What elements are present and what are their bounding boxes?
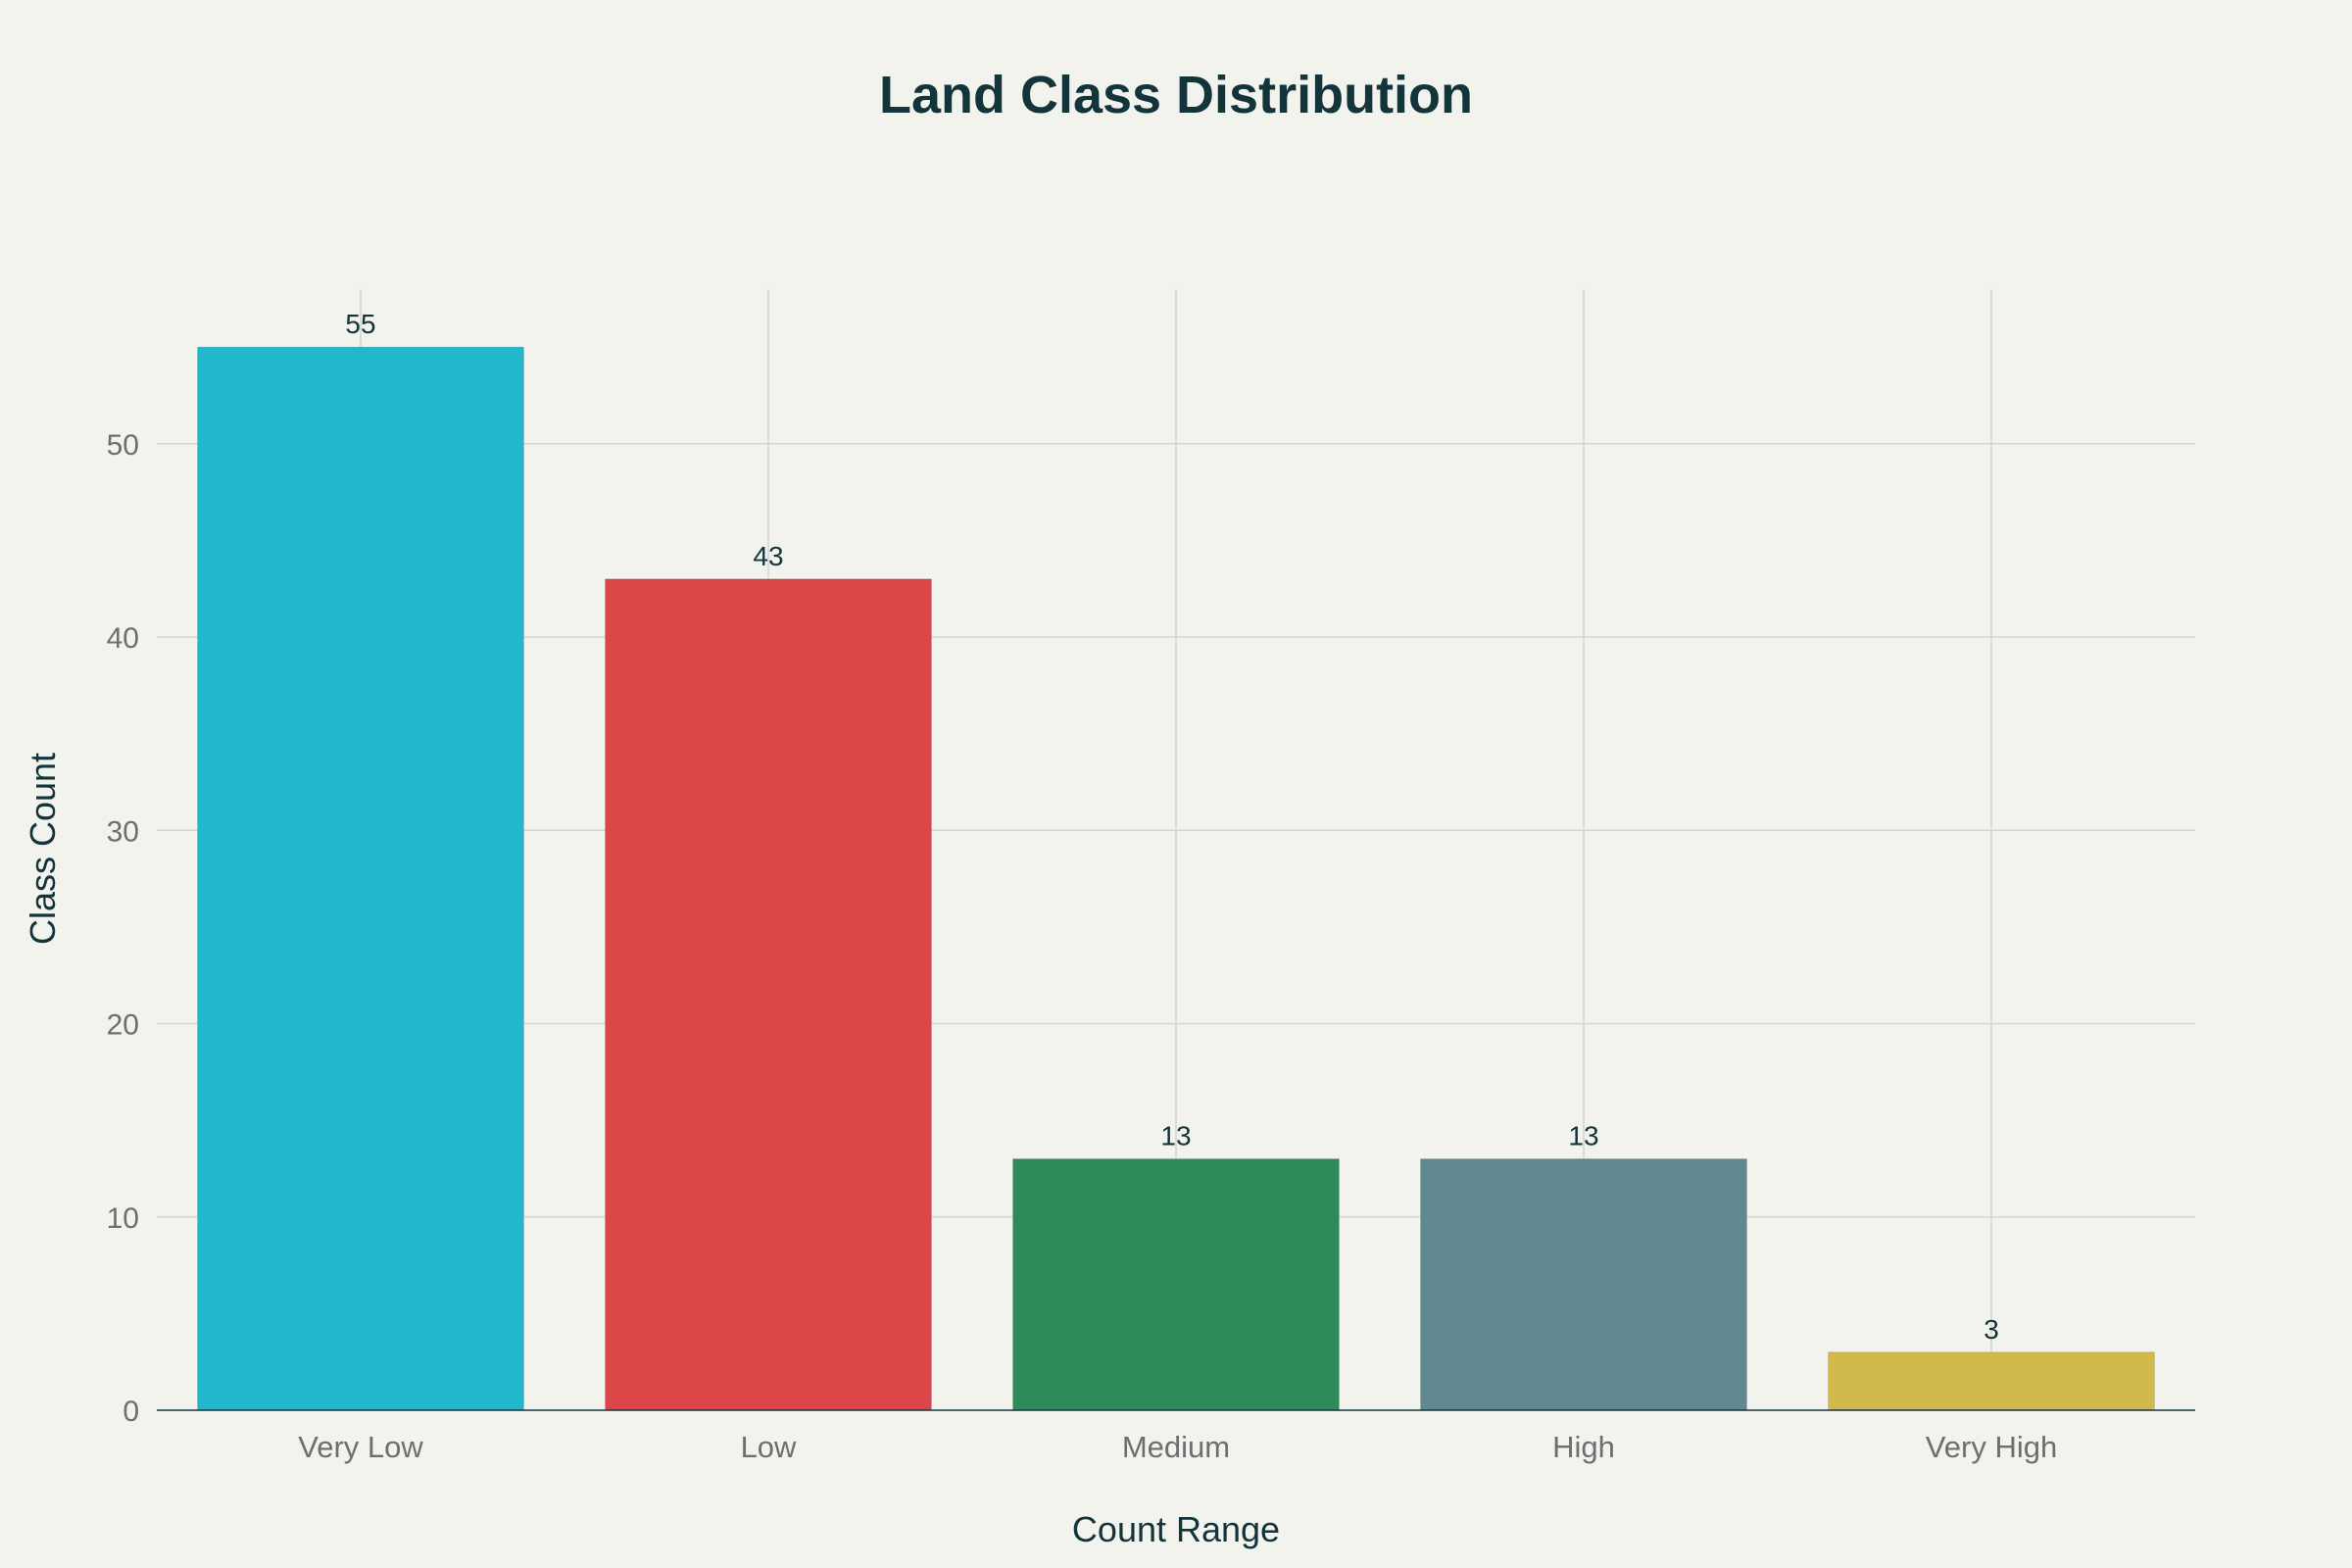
data-label: 13 bbox=[1160, 1121, 1191, 1152]
data-label: 3 bbox=[1984, 1314, 1999, 1345]
y-tick-label: 10 bbox=[107, 1202, 139, 1235]
data-label: 55 bbox=[345, 309, 375, 339]
x-axis-title: Count Range bbox=[1072, 1509, 1280, 1549]
data-labels: 55 43 13 13 3 bbox=[345, 309, 1998, 1345]
x-tick-label: High bbox=[1552, 1430, 1615, 1464]
bar-very-low bbox=[197, 346, 524, 1411]
chart-title: Land Class Distribution bbox=[879, 66, 1473, 124]
x-tick-label: Very High bbox=[1926, 1430, 2057, 1464]
bar-very-high bbox=[1828, 1351, 2155, 1411]
x-tick-label: Medium bbox=[1122, 1430, 1230, 1464]
bar-medium bbox=[1012, 1158, 1340, 1411]
y-tick-label: 50 bbox=[107, 429, 139, 462]
data-label: 43 bbox=[753, 541, 783, 571]
y-tick-label: 40 bbox=[107, 622, 139, 655]
x-tick-label: Low bbox=[741, 1430, 797, 1464]
y-tick-label: 20 bbox=[107, 1009, 139, 1042]
bar-high bbox=[1420, 1158, 1747, 1411]
y-tick-label: 30 bbox=[107, 815, 139, 848]
data-label: 13 bbox=[1568, 1121, 1598, 1152]
bars bbox=[197, 346, 2155, 1411]
x-tick-label: Very Low bbox=[298, 1430, 423, 1464]
y-tick-label: 0 bbox=[122, 1396, 139, 1428]
y-axis-title: Class Count bbox=[23, 753, 63, 945]
x-axis-ticks: Very Low Low Medium High Very High bbox=[298, 1430, 2057, 1464]
y-axis-ticks: 0 10 20 30 40 50 bbox=[107, 429, 139, 1428]
bar-low bbox=[605, 578, 932, 1411]
